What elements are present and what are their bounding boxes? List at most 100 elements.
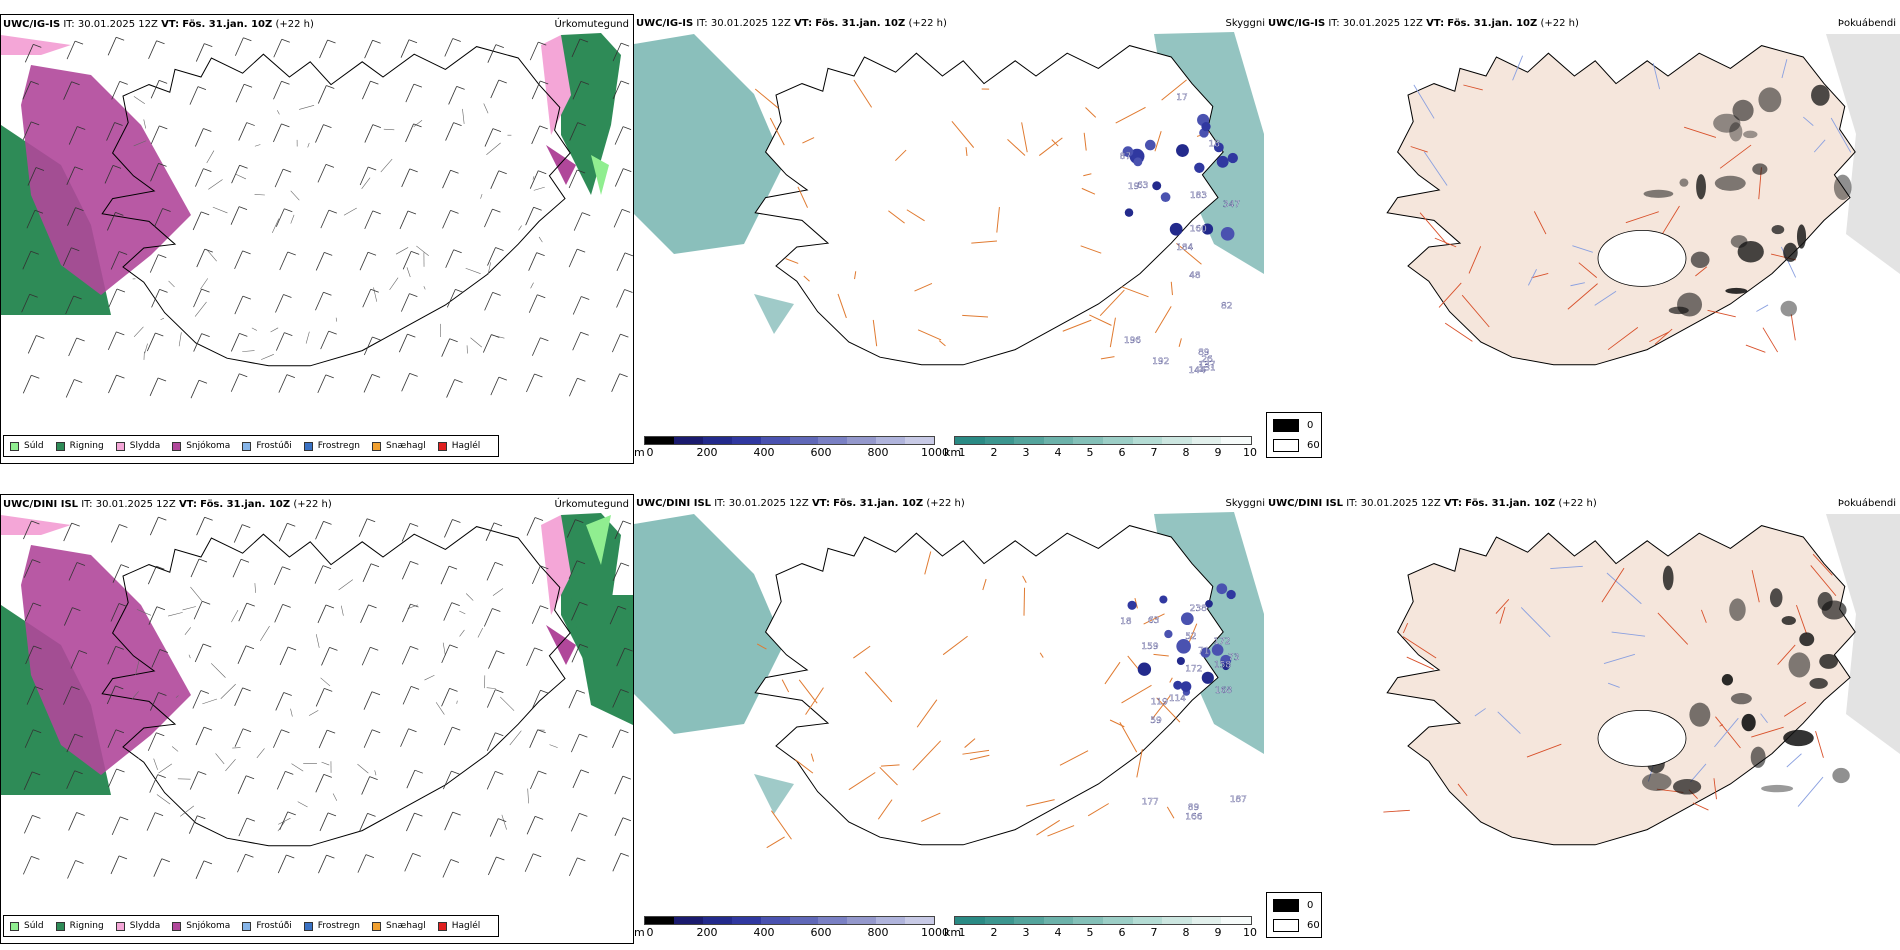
wind-barb-staff — [237, 854, 246, 873]
wind-barb-flag — [620, 80, 630, 85]
wind-barb-staff — [148, 40, 157, 59]
wind-barb-staff — [318, 855, 327, 874]
road — [1810, 565, 1837, 597]
panel-header: UWC/DINI ISL IT: 30.01.2025 12Z VT: Fös.… — [636, 498, 965, 509]
wind-barb-flag — [115, 36, 125, 41]
fog-cell — [1180, 681, 1192, 692]
wind-barb-staff — [487, 856, 497, 876]
fog-cell — [1124, 208, 1134, 217]
terrain-contour — [299, 105, 315, 110]
wind-barb — [276, 771, 294, 790]
terrain-contour — [168, 612, 183, 617]
wind-barb-flag — [75, 860, 84, 864]
wind-barb-flag — [156, 732, 165, 737]
wind-barb-flag — [455, 288, 464, 293]
wind-barb — [566, 519, 584, 538]
colorbar-tick: 7 — [1150, 926, 1158, 939]
terrain-contour — [533, 186, 545, 191]
wind-barb-staff — [190, 380, 200, 399]
wind-barb — [275, 692, 292, 711]
colorbar-cell — [818, 437, 848, 444]
terrain-contour — [291, 763, 304, 772]
wind-barb-staff — [482, 334, 492, 353]
wind-barb-staff — [401, 373, 411, 392]
wind-barb-flag — [620, 852, 629, 857]
wind-barb — [526, 815, 544, 835]
wind-barb-staff — [234, 687, 243, 706]
wind-barb-staff — [68, 562, 78, 581]
wind-barb-staff — [196, 248, 206, 268]
wind-barb — [442, 169, 459, 189]
wind-barb — [611, 373, 628, 392]
wind-barb-flag — [579, 643, 589, 648]
wind-barb — [26, 686, 44, 705]
wind-barb-flag — [370, 288, 379, 293]
fog-gradient — [1826, 34, 1900, 274]
wind-barb — [273, 80, 290, 100]
wind-barb — [612, 80, 630, 100]
wind-barb — [233, 524, 251, 543]
snow-area — [546, 145, 576, 185]
terrain-contour — [435, 702, 445, 715]
wind-barb — [569, 122, 586, 141]
wind-barb — [444, 519, 461, 538]
wind-barb-flag — [158, 254, 167, 259]
wind-barb — [319, 812, 337, 832]
wind-barb-staff — [440, 566, 450, 585]
wind-barb — [150, 125, 168, 145]
wind-barb-staff — [362, 80, 371, 100]
colorbar-cell — [1132, 917, 1163, 924]
fog-cell — [1159, 595, 1168, 604]
wind-barb-flag — [201, 211, 210, 216]
legend-label: Rigning — [69, 441, 104, 451]
wind-barb — [487, 44, 504, 63]
wind-barb-staff — [406, 812, 415, 832]
wind-barb — [359, 812, 376, 832]
wind-barb — [532, 689, 549, 709]
wind-barb-flag — [534, 647, 543, 652]
legend-swatch — [172, 921, 182, 931]
wind-barb — [194, 643, 212, 663]
wind-barb-staff — [490, 170, 500, 189]
wind-barb — [232, 558, 250, 578]
wind-barb-staff — [611, 373, 620, 392]
wind-barb-staff — [486, 771, 496, 790]
wind-barb — [320, 209, 337, 229]
wind-barb-staff — [106, 685, 116, 705]
terrain-contour — [395, 247, 409, 255]
fog-cell — [1200, 647, 1211, 658]
road — [864, 671, 893, 703]
fog-index-blob — [1714, 175, 1746, 191]
wind-barb-staff — [66, 40, 76, 60]
wind-barb-staff — [192, 690, 202, 709]
colorbar-cell — [1132, 437, 1163, 444]
road — [1099, 289, 1125, 317]
wind-barb — [195, 43, 213, 62]
river — [1781, 59, 1788, 79]
sleet-area — [1, 515, 71, 535]
fog-index-blob — [1780, 300, 1797, 317]
wind-barb-flag — [450, 210, 459, 214]
wind-barb-staff — [406, 770, 416, 789]
colorbar-cell — [760, 917, 790, 924]
wind-barb-flag — [246, 817, 255, 822]
station-value: 89 — [1188, 803, 1200, 813]
wind-barb-staff — [189, 86, 199, 105]
road — [1700, 609, 1707, 623]
wind-barb-staff — [63, 81, 72, 100]
road — [1178, 338, 1182, 347]
wind-barb — [609, 605, 627, 625]
wind-barb-staff — [110, 524, 120, 543]
wind-barb — [446, 379, 463, 398]
fog-key-top: 0 60 — [1266, 412, 1322, 458]
river — [1803, 116, 1814, 126]
wind-barb — [442, 210, 459, 229]
terrain-contour — [297, 801, 308, 808]
road — [1143, 613, 1165, 625]
wind-barb-flag — [325, 604, 335, 609]
wind-barb-staff — [401, 646, 411, 665]
terrain-contour — [424, 674, 435, 681]
wind-barb — [22, 855, 40, 875]
wind-barb-flag — [32, 815, 41, 819]
road — [781, 679, 790, 693]
